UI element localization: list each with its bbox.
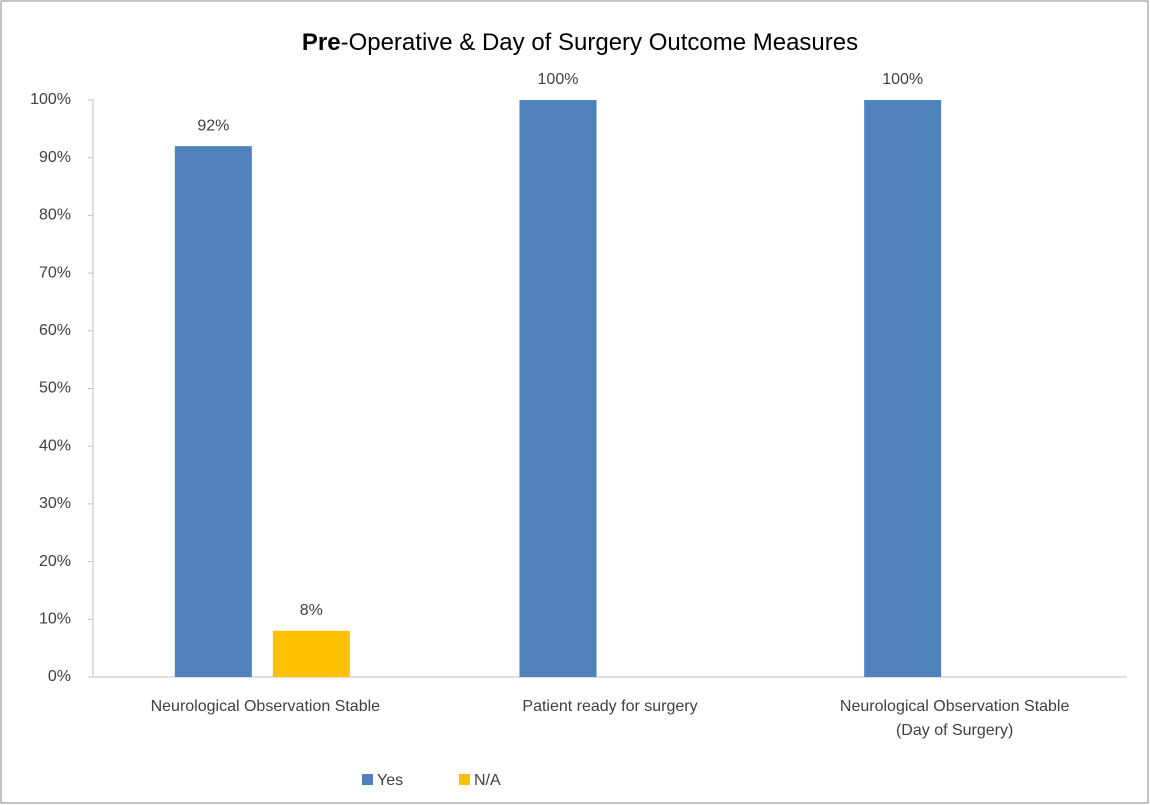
bar [272, 630, 350, 677]
bar [174, 146, 252, 677]
x-tick-line: Patient ready for surgery [522, 698, 697, 715]
title-bold: Pre [302, 29, 341, 56]
y-tick-label: 40% [39, 437, 71, 454]
legend-label: N/A [474, 772, 501, 789]
data-label: 8% [300, 602, 323, 619]
x-tick-line: (Day of Surgery) [896, 722, 1013, 739]
bar [864, 100, 942, 677]
x-tick-line: Neurological Observation Stable [151, 698, 381, 715]
y-tick-label: 30% [39, 495, 71, 512]
x-tick-line: Neurological Observation Stable [840, 698, 1070, 715]
data-label: 100% [538, 71, 579, 88]
y-tick-label: 70% [39, 264, 71, 281]
y-tick-label: 60% [39, 322, 71, 339]
bar [519, 100, 597, 677]
legend-swatch [459, 774, 470, 785]
data-label: 100% [882, 71, 923, 88]
data-label: 92% [197, 117, 229, 134]
x-tick-label: Neurological Observation Stable (Day of S… [840, 698, 1070, 739]
legend-swatch [362, 774, 373, 785]
y-tick-label: 80% [39, 207, 71, 224]
chart-title: Pre-Operative & Day of Surgery Outcome M… [302, 29, 858, 56]
y-tick-label: 100% [30, 91, 71, 108]
legend-label: Yes [377, 772, 403, 789]
title-rest: -Operative & Day of Surgery Outcome Meas… [341, 29, 859, 56]
y-tick-label: 50% [39, 380, 71, 397]
y-tick-label: 90% [39, 149, 71, 166]
x-tick-label: Neurological Observation Stable [151, 698, 381, 715]
y-tick-label: 20% [39, 553, 71, 570]
y-tick-label: 10% [39, 611, 71, 628]
y-tick-label: 0% [48, 668, 71, 685]
x-tick-label: Patient ready for surgery [522, 698, 697, 715]
